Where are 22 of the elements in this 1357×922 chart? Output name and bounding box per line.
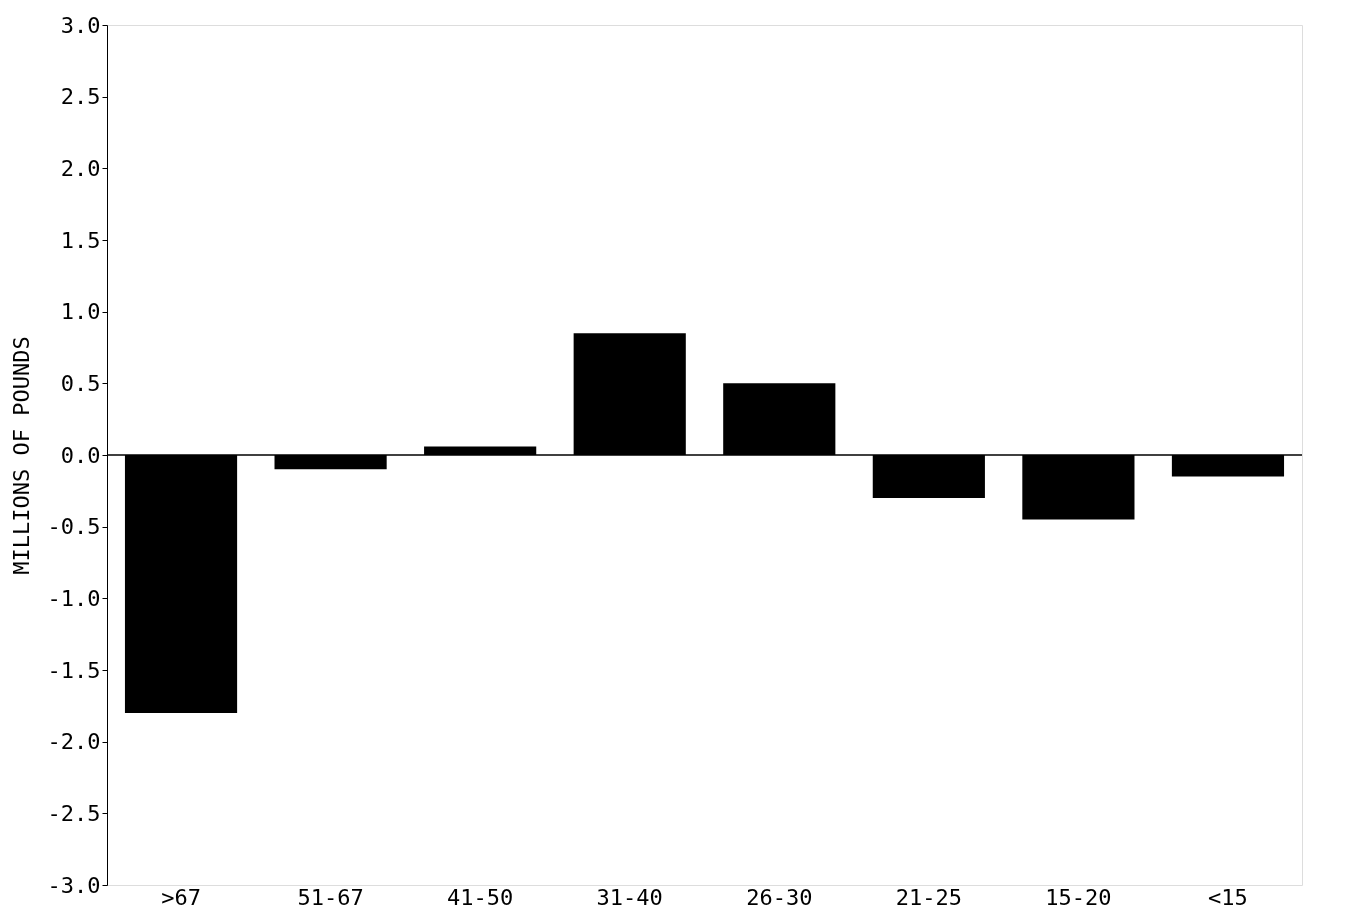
x-tick-label: <15 (1208, 884, 1248, 910)
x-tick-label: 51-67 (297, 884, 364, 910)
x-tick-label: 31-40 (596, 884, 663, 910)
y-axis-title: MILLIONS OF POUNDS (8, 336, 34, 575)
x-tick-label: 15-20 (1045, 884, 1112, 910)
y-tick-label: -0.5 (47, 514, 101, 540)
x-tick-label: 26-30 (746, 884, 813, 910)
y-tick-label: 1.5 (60, 227, 101, 253)
y-tick-label: -2.0 (47, 729, 101, 755)
y-tick-label: -1.5 (47, 657, 101, 683)
y-tick-label: 0.0 (60, 442, 101, 468)
y-tick-label: 2.0 (60, 155, 101, 181)
x-tick-label: >67 (161, 884, 201, 910)
y-tick-label: -2.5 (47, 800, 101, 826)
y-tick-label: 2.5 (60, 84, 101, 110)
x-tick-label: 41-50 (447, 884, 514, 910)
y-tick-label: 1.0 (60, 299, 101, 325)
x-tick-label: 21-25 (895, 884, 962, 910)
y-tick-label: 3.0 (60, 12, 101, 38)
y-tick-label: -3.0 (47, 872, 101, 898)
y-tick-label: 0.5 (60, 370, 101, 396)
y-tick-label: -1.0 (47, 585, 101, 611)
